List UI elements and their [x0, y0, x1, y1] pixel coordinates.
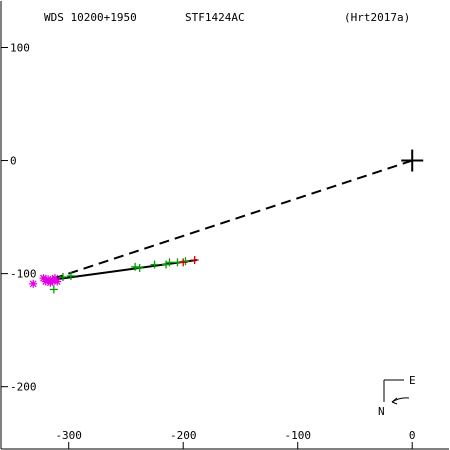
y-tick-label: -100 — [10, 268, 37, 281]
plus-point — [150, 260, 159, 269]
x-tick-label: -100 — [284, 429, 311, 442]
plus-point — [131, 262, 140, 271]
y-tick-label: 0 — [10, 155, 17, 168]
plus-point — [58, 273, 67, 282]
asterisk-point — [53, 277, 62, 286]
y-tick-label: -200 — [10, 381, 37, 394]
x-tick-label: -300 — [55, 429, 82, 442]
y-tick-label: 100 — [10, 41, 30, 54]
trend-lines — [47, 159, 413, 282]
plus-point — [190, 256, 199, 265]
asterisk-point — [41, 277, 50, 286]
asterisk-point — [29, 279, 38, 288]
compass-north-label: N — [378, 405, 385, 418]
header-wds-id: WDS 10200+1950 — [44, 11, 137, 24]
plus-point — [66, 271, 75, 280]
plus-point — [179, 258, 188, 267]
header-discoverer-code: STF1424AC — [185, 11, 245, 24]
header-reference: (Hrt2017a) — [344, 11, 410, 24]
x-tick-label: 0 — [409, 429, 416, 442]
axis-ticks: -300 -200 -100 0 100 0 -100 -200 — [1, 41, 416, 449]
plus-point — [135, 263, 144, 272]
motion-arrowhead-lower — [391, 401, 398, 405]
compass-east-label: E — [409, 374, 416, 387]
dashed-line-to-primary — [47, 159, 413, 282]
fitted-motion-line — [47, 259, 198, 282]
plus-point — [165, 258, 174, 267]
plus-point — [49, 285, 58, 294]
compass: E N — [378, 374, 416, 418]
motion-arrowhead-upper — [391, 397, 398, 403]
x-tick-label: -200 — [170, 429, 197, 442]
data-points — [29, 149, 424, 294]
